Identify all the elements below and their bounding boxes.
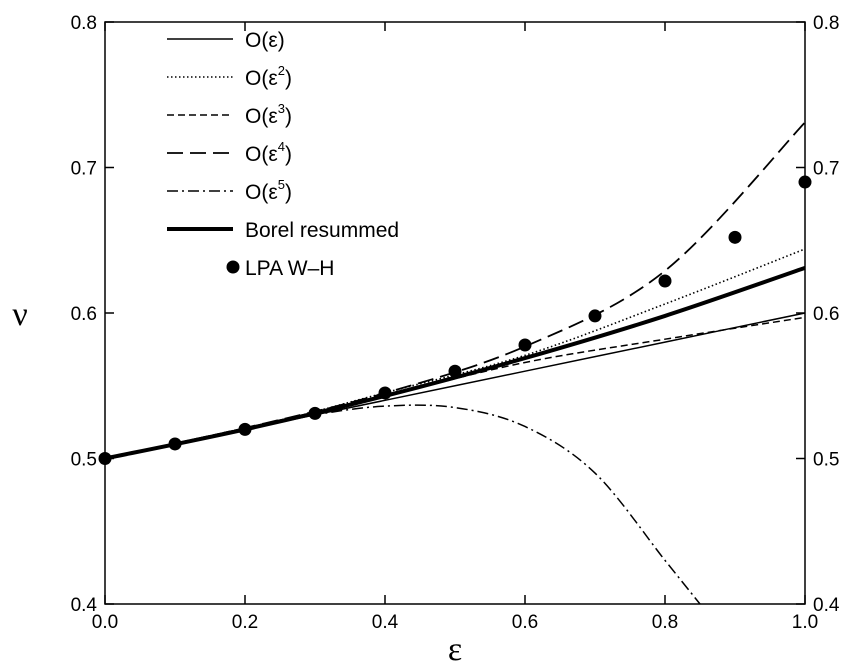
series-lines [104,121,806,605]
legend-label-base: O(ε [245,181,278,204]
series-2-line [104,316,806,460]
series-6-point [588,309,602,323]
legend-label: O(ε5) [245,177,292,204]
y-tick-label: 0.4 [71,595,98,616]
plot-frame [104,21,806,605]
series-6-point [448,364,462,378]
legend-label-sup: 4 [278,139,285,154]
series-6-point [98,452,112,465]
legend-label-base: LPA W–H [245,257,334,280]
legend-label-base: Borel resummed [245,219,399,242]
legend-label-sup: 2 [278,63,285,78]
legend-label-base: O(ε [245,67,278,90]
series-6-point [658,274,672,288]
legend-label: O(ε3) [245,101,292,128]
x-axis-label: ε [448,631,462,667]
legend-label-sup: 5 [278,177,285,192]
series-3-line [104,121,806,460]
series-6-point [728,230,742,244]
y-tick-label-right: 0.5 [813,450,839,471]
legend-label-base: O(ε [245,29,278,52]
series-1-line [104,248,806,460]
y-tick-label: 0.6 [71,304,97,325]
series-6-point [308,406,322,420]
legend-label: Borel resummed [245,219,399,242]
series-4-line [104,404,701,605]
y-tick-label: 0.7 [71,159,97,180]
legend-label: O(ε2) [245,63,292,90]
y-tick-label: 0.8 [71,13,97,34]
series-5-line [104,266,806,461]
legend-label-close: ) [278,29,285,52]
ticks: 0.0 0.2 0.4 0.6 0.8 1.00.4 0.40.5 0.50.6 0.60.7 0… [71,13,840,633]
legend-marker [226,260,240,274]
y-axis-label: ν [12,296,27,333]
y-tick-label-right: 0.6 [813,304,839,325]
series-6-point [798,175,812,189]
legend: O(ε)O(ε2)O(ε3)O(ε4)O(ε5)Borel resummedLP… [167,29,399,280]
legend-label-base: O(ε [245,105,278,128]
x-tick-label: 0.2 [232,612,258,633]
y-tick-label-right: 0.7 [813,159,839,180]
legend-label-close: ) [285,67,292,90]
legend-label: O(ε) [245,29,285,52]
legend-label: LPA W–H [245,257,334,280]
y-tick-label: 0.5 [71,450,97,471]
series-6-point [518,338,532,352]
legend-label-close: ) [285,143,292,166]
markers [98,175,812,465]
legend-label-close: ) [285,181,292,204]
y-tick-label-right: 0.4 [813,595,840,616]
legend-label: O(ε4) [245,139,292,166]
legend-label-close: ) [285,105,292,128]
y-tick-label-right: 0.8 [813,13,839,34]
series-6-point [238,422,252,436]
x-tick-label: 1.0 [792,612,818,633]
x-tick-label: 0.0 [92,612,118,633]
x-tick-label: 0.8 [652,612,678,633]
legend-label-base: O(ε [245,143,278,166]
x-tick-label: 0.6 [512,612,538,633]
legend-label-sup: 3 [278,101,285,116]
series-6-point [378,386,392,400]
series-6-point [168,437,182,451]
x-tick-label: 0.4 [372,612,399,633]
